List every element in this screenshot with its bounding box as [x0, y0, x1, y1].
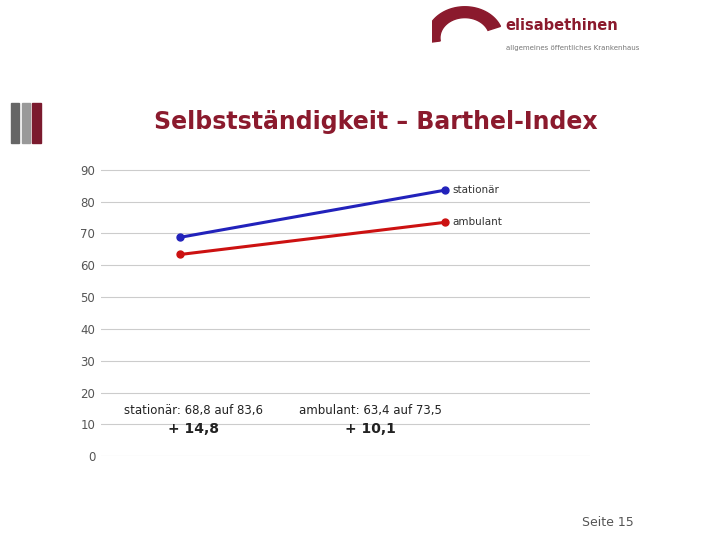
Text: ambulant: 63,4 auf 73,5: ambulant: 63,4 auf 73,5 — [300, 403, 442, 417]
Text: elisabethinen: elisabethinen — [506, 17, 618, 32]
Polygon shape — [426, 7, 500, 43]
Text: Selbstständigkeit – Barthel-Index: Selbstständigkeit – Barthel-Index — [154, 110, 598, 134]
Text: + 14,8: + 14,8 — [168, 422, 219, 436]
Text: stationär: stationär — [453, 185, 500, 195]
Text: stationär: 68,8 auf 83,6: stationär: 68,8 auf 83,6 — [124, 403, 263, 417]
Text: + 10,1: + 10,1 — [346, 422, 396, 436]
Text: ambulant: ambulant — [453, 217, 503, 227]
Text: Seite 15: Seite 15 — [582, 516, 634, 530]
Text: allgemeines öffentliches Krankenhaus: allgemeines öffentliches Krankenhaus — [506, 44, 639, 51]
